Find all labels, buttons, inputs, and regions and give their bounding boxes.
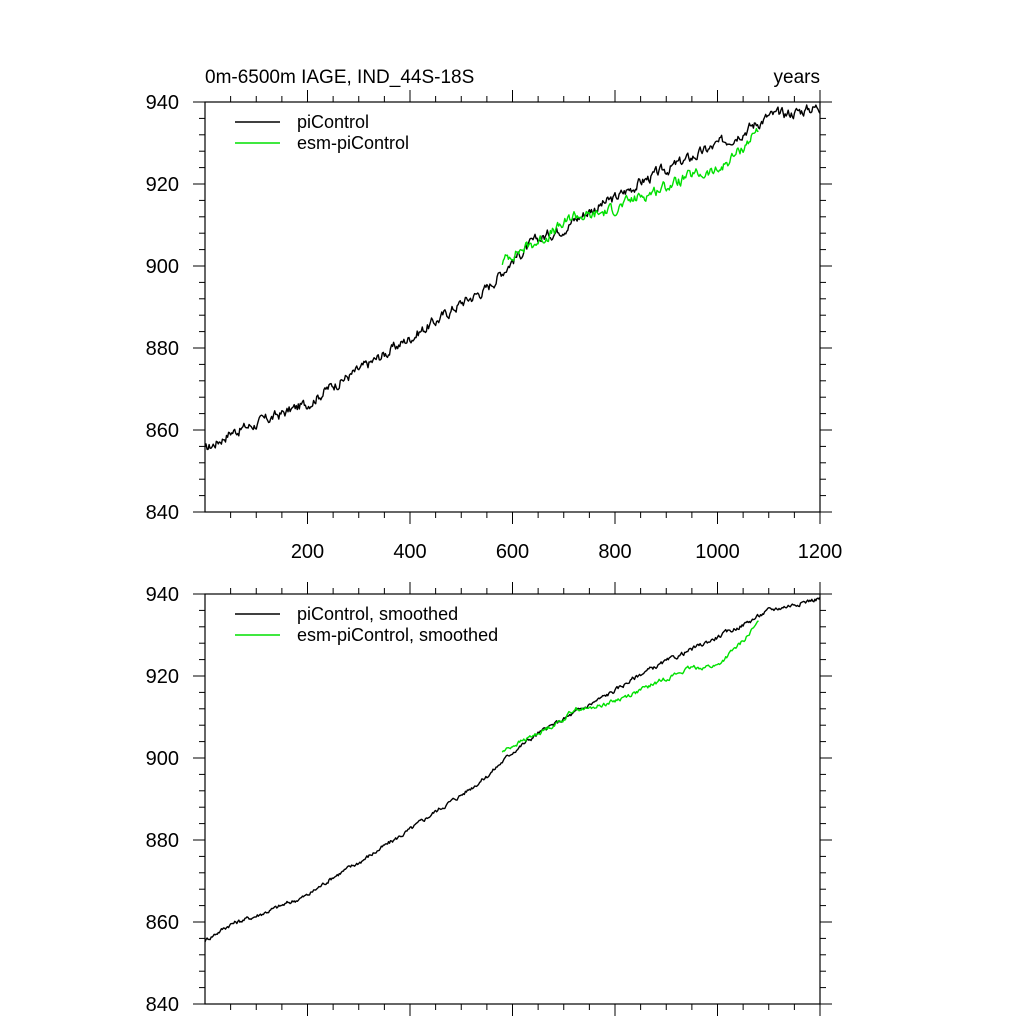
series-line-esm-picontrol-smoothed: [501, 620, 759, 753]
x-tick-label: 200: [291, 541, 324, 563]
legend-label: esm-piControl: [297, 133, 409, 153]
x-tick-label: 1200: [798, 541, 843, 563]
top-panel: 840 860 880 900 920 940 200 400 600 800 1000 1200 0m…: [146, 67, 843, 563]
bottom-panel: 840 860 880 900 920 940 piControl, smoothedesm…: [146, 582, 832, 1016]
y-tick-label: 880: [146, 830, 179, 852]
chart-title: 0m-6500m IAGE, IND_44S-18S: [205, 67, 474, 88]
y-tick-label: 840: [146, 994, 179, 1016]
y-tick-label: 920: [146, 666, 179, 688]
legend-label: esm-piControl, smoothed: [297, 625, 498, 645]
y-tick-label: 920: [146, 174, 179, 196]
y-tick-label: 900: [146, 748, 179, 770]
y-tick-label: 840: [146, 502, 179, 524]
chart-title-right: years: [774, 67, 820, 88]
x-tick-label: 400: [393, 541, 426, 563]
series-line-picontrol-smoothed: [204, 597, 821, 943]
series-line-esm-picontrol: [501, 127, 759, 266]
y-tick-label: 900: [146, 256, 179, 278]
x-tick-label: 600: [496, 541, 529, 563]
y-tick-label: 880: [146, 338, 179, 360]
y-tick-label: 940: [146, 584, 179, 606]
y-tick-label: 940: [146, 92, 179, 114]
x-tick-label: 800: [598, 541, 631, 563]
legend-label: piControl, smoothed: [297, 604, 458, 624]
series-line-picontrol: [204, 104, 821, 451]
y-tick-label: 860: [146, 912, 179, 934]
x-tick-label: 1000: [695, 541, 740, 563]
legend-label: piControl: [297, 112, 369, 132]
y-tick-label: 860: [146, 420, 179, 442]
